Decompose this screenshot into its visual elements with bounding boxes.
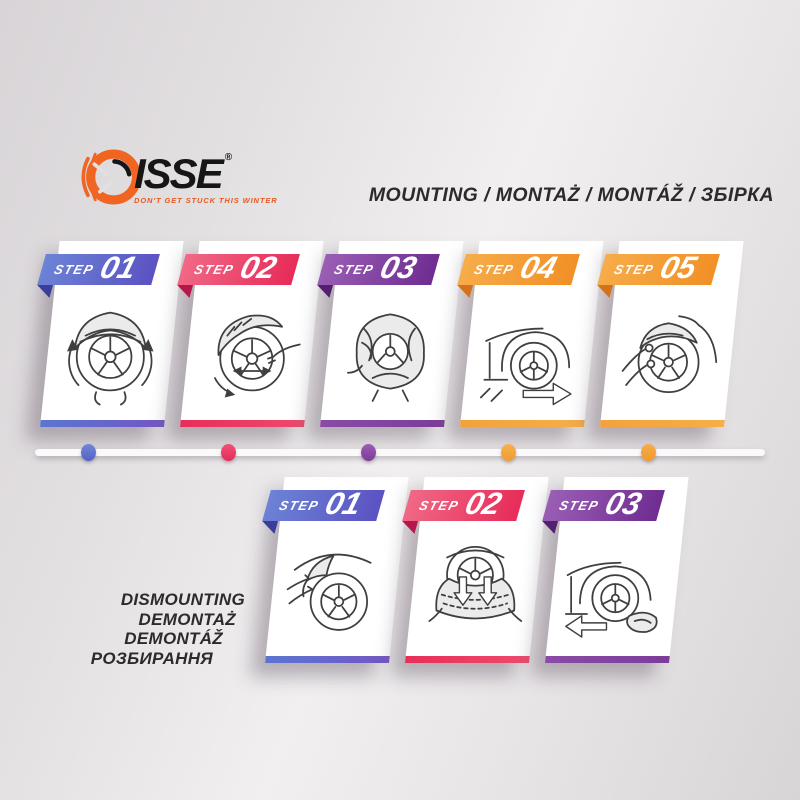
mounting-section-title: MOUNTING / MONTAŻ / MONTÁŽ / ЗБІРКА bbox=[368, 184, 774, 206]
timeline-dot-1 bbox=[81, 444, 96, 461]
registered-mark: ® bbox=[224, 152, 233, 163]
dismounting-title-line: DISMOUNTING bbox=[120, 590, 245, 609]
step-number: 04 bbox=[516, 250, 561, 285]
brand-name: ISSE bbox=[134, 150, 224, 197]
dismounting-section-title: DISMOUNTING DEMONTAŻ DEMONTÁŽ РОЗБИРАННЯ bbox=[58, 590, 245, 668]
card-accent-strip bbox=[405, 656, 530, 663]
mounting-step-card-2: STEP 02 bbox=[180, 241, 324, 427]
illustration-drive-off-sock-icon bbox=[561, 519, 669, 649]
step-banner: STEP 03 bbox=[317, 250, 440, 285]
illustration-sock-stretch-icon bbox=[196, 283, 304, 413]
step-word: STEP bbox=[612, 262, 656, 277]
step-number: 02 bbox=[236, 250, 281, 285]
dismounting-title-line: DEMONTAŻ bbox=[138, 609, 236, 629]
step-banner: STEP 04 bbox=[457, 250, 580, 285]
card-accent-strip bbox=[320, 420, 445, 427]
step-word: STEP bbox=[417, 498, 461, 513]
card-accent-strip bbox=[265, 656, 390, 663]
banner-fold bbox=[34, 285, 54, 298]
step-number: 01 bbox=[321, 486, 366, 521]
step-word: STEP bbox=[192, 262, 236, 277]
step-number: 02 bbox=[461, 486, 506, 521]
illustration-covered-tire-icon bbox=[336, 283, 444, 413]
illustration-drive-forward-icon bbox=[476, 283, 584, 413]
card-accent-strip bbox=[180, 420, 305, 427]
isse-logo: ISSE ® DON'T GET STUCK THIS WINTER bbox=[76, 144, 278, 215]
step-word: STEP bbox=[52, 262, 96, 277]
step-word: STEP bbox=[472, 262, 516, 277]
timeline-dot-3 bbox=[361, 444, 376, 461]
step-word: STEP bbox=[277, 498, 321, 513]
step-number: 03 bbox=[376, 250, 421, 285]
brand-tagline: DON'T GET STUCK THIS WINTER bbox=[134, 196, 278, 205]
dismounting-title-line: DEMONTÁŽ bbox=[124, 629, 223, 648]
step-banner: STEP 01 bbox=[37, 250, 160, 285]
step-banner: STEP 03 bbox=[542, 486, 665, 521]
mounting-step-card-4: STEP 04 bbox=[460, 241, 604, 427]
illustration-pull-sock-top-icon bbox=[281, 519, 389, 649]
card-accent-strip bbox=[460, 420, 585, 427]
step-banner: STEP 05 bbox=[597, 250, 720, 285]
dismounting-step-card-2: STEP 02 bbox=[405, 477, 549, 663]
step-banner: STEP 02 bbox=[177, 250, 300, 285]
card-accent-strip bbox=[545, 656, 670, 663]
dismounting-step-card-3: STEP 03 bbox=[545, 477, 689, 663]
banner-fold bbox=[259, 521, 279, 534]
timeline-dot-5 bbox=[641, 444, 656, 461]
step-banner: STEP 01 bbox=[262, 486, 385, 521]
card-accent-strip bbox=[600, 420, 725, 427]
dismounting-title-line: РОЗБИРАННЯ bbox=[90, 648, 213, 668]
mounting-step-card-1: STEP 01 bbox=[40, 241, 184, 427]
step-banner: STEP 02 bbox=[402, 486, 525, 521]
illustration-sock-rotate-icon bbox=[56, 283, 164, 413]
timeline-dot-4 bbox=[501, 444, 516, 461]
illustration-sock-pulled-down-icon bbox=[421, 519, 529, 649]
tire-swoosh-icon bbox=[76, 144, 142, 215]
step-number: 03 bbox=[601, 486, 646, 521]
step-number: 05 bbox=[656, 250, 701, 285]
step-word: STEP bbox=[332, 262, 376, 277]
dismounting-step-card-1: STEP 01 bbox=[265, 477, 409, 663]
mounting-step-card-3: STEP 03 bbox=[320, 241, 464, 427]
step-word: STEP bbox=[557, 498, 601, 513]
timeline-line bbox=[35, 449, 765, 456]
mounting-step-card-5: STEP 05 bbox=[600, 241, 744, 427]
step-number: 01 bbox=[96, 250, 141, 285]
timeline-dot-2 bbox=[221, 444, 236, 461]
illustration-final-fit-icon bbox=[616, 283, 724, 413]
card-accent-strip bbox=[40, 420, 165, 427]
